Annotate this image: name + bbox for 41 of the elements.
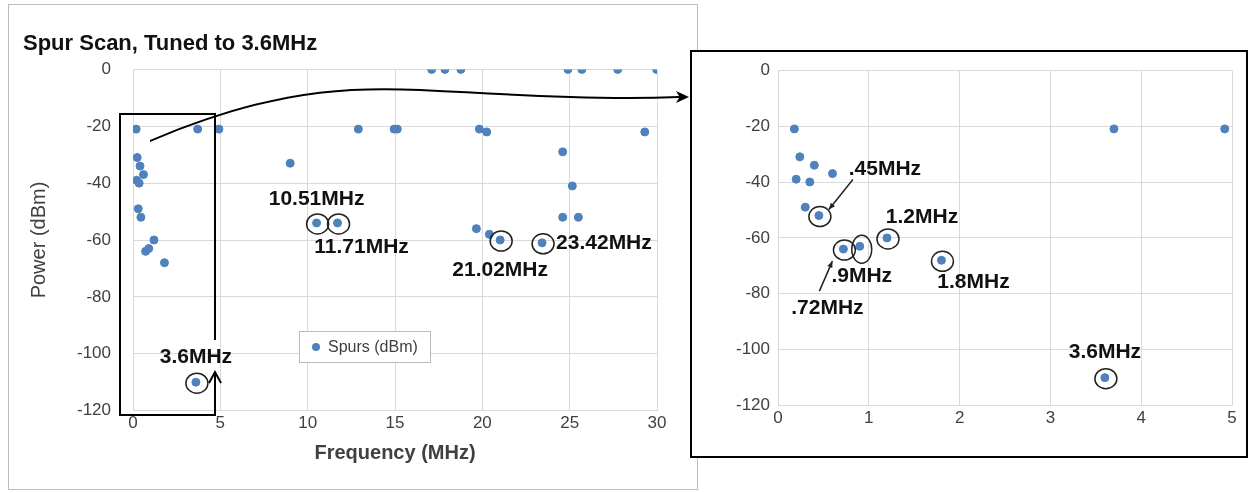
y-tick-label: -100 bbox=[76, 343, 112, 363]
annotation: 23.42MHz bbox=[556, 229, 652, 253]
y-tick-label: 0 bbox=[760, 59, 771, 79]
y-tick-label: -20 bbox=[745, 115, 771, 135]
annotation: .72MHz bbox=[791, 294, 864, 318]
annotation: 3.6MHz bbox=[1068, 339, 1142, 363]
x-tick-label: 10 bbox=[298, 413, 318, 433]
y-tick-label: -60 bbox=[745, 227, 771, 247]
annotation: 1.2MHz bbox=[885, 203, 959, 227]
annotation: 11.71MHz bbox=[314, 233, 409, 257]
x-tick-label: 20 bbox=[472, 413, 492, 433]
y-tick-label: -100 bbox=[735, 339, 771, 359]
x-tick-label: 0 bbox=[128, 413, 138, 433]
x-tick-label: 25 bbox=[560, 413, 580, 433]
annotation: 1.8MHz bbox=[937, 269, 1010, 293]
x-tick-label: 15 bbox=[385, 413, 405, 433]
x-tick-label: 1 bbox=[864, 408, 874, 428]
annotation: 3.6MHz bbox=[159, 343, 233, 367]
annotation: 10.51MHz bbox=[268, 185, 365, 209]
x-tick-label: 5 bbox=[1227, 408, 1237, 428]
x-tick-label: 30 bbox=[647, 413, 667, 433]
x-tick-label: 3 bbox=[1045, 408, 1056, 428]
annotation: .9MHz bbox=[831, 263, 893, 287]
y-tick-label: -120 bbox=[76, 400, 112, 420]
y-tick-label: 0 bbox=[101, 59, 112, 79]
legend-label: Spurs (dBm) bbox=[328, 337, 418, 356]
y-tick-label: -80 bbox=[86, 286, 112, 306]
x-tick-label: 5 bbox=[215, 413, 226, 433]
annotation: 21.02MHz bbox=[452, 256, 549, 280]
annotation: .45MHz bbox=[848, 156, 922, 180]
x-axis-title: Frequency (MHz) bbox=[314, 440, 476, 463]
x-tick-label: 4 bbox=[1136, 408, 1146, 428]
x-tick-label: 2 bbox=[954, 408, 965, 428]
y-tick-label: -20 bbox=[86, 115, 112, 135]
y-axis-title: Power (dBm) bbox=[26, 181, 49, 299]
y-tick-label: -120 bbox=[735, 395, 771, 415]
y-tick-label: -40 bbox=[86, 172, 112, 192]
y-tick-label: -80 bbox=[745, 283, 771, 303]
y-tick-label: -40 bbox=[745, 171, 771, 191]
chart-title: Spur Scan, Tuned to 3.6MHz bbox=[23, 30, 318, 56]
y-tick-label: -60 bbox=[86, 229, 112, 249]
